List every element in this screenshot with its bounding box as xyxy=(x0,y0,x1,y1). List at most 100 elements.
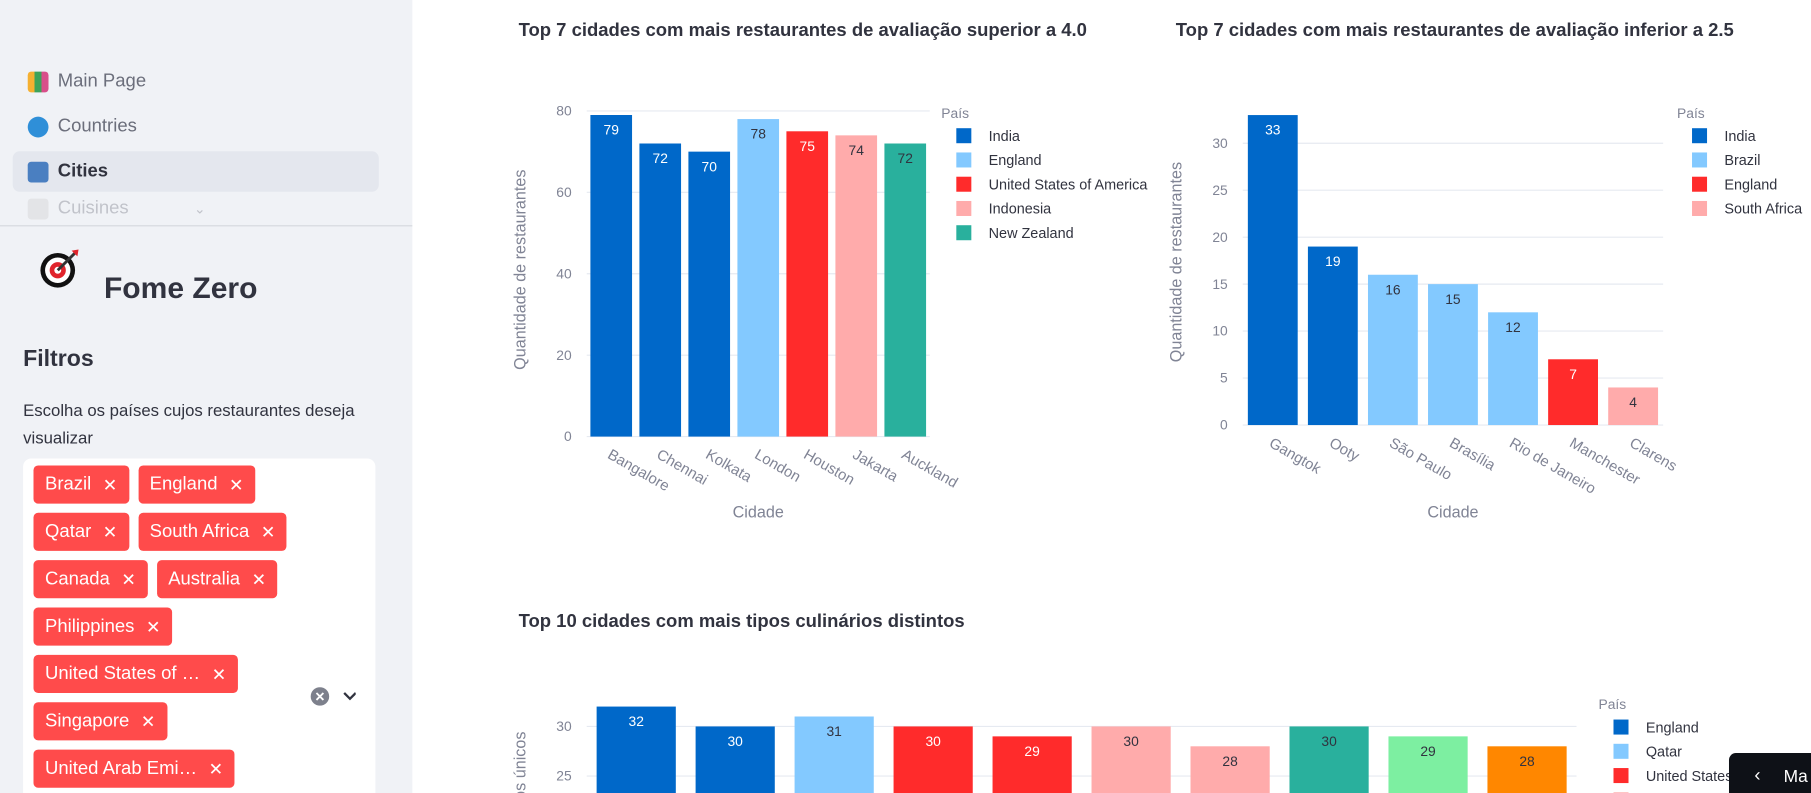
y-tick-label: 25 xyxy=(1212,182,1228,198)
bar xyxy=(1428,284,1478,426)
bar xyxy=(695,726,775,793)
tag-list: Brazil ✕ England ✕ Qatar ✕ South Africa ✕ Canada… xyxy=(33,465,287,793)
nav-item[interactable]: Countries xyxy=(13,106,379,146)
bar xyxy=(1307,246,1358,426)
nav-label: Main Page xyxy=(57,71,147,91)
legend-title: País xyxy=(1677,105,1705,121)
tag-label: Australia xyxy=(168,568,241,589)
bar xyxy=(1091,726,1171,793)
legend-swatch xyxy=(956,225,972,241)
nav-item[interactable]: Cities xyxy=(12,151,379,192)
tag-remove[interactable]: ✕ xyxy=(260,522,276,543)
tag-remove[interactable]: ✕ xyxy=(145,617,161,637)
country-tag[interactable]: Singapore ✕ xyxy=(33,702,167,741)
x-tick-label: Houston xyxy=(801,446,858,489)
y-tick-label: 15 xyxy=(1212,276,1228,292)
tag-remove[interactable]: ✕ xyxy=(102,475,118,495)
value-label: 12 xyxy=(1505,319,1520,335)
country-tag[interactable]: Philippines ✕ xyxy=(33,607,173,646)
tag-remove[interactable]: ✕ xyxy=(121,569,136,590)
y-tick-label: 0 xyxy=(1220,417,1228,433)
country-tag[interactable]: Brazil ✕ xyxy=(33,465,129,504)
nav-item[interactable]: Cuisines ⌄ xyxy=(13,196,379,221)
tag-label: Philippines xyxy=(45,616,135,636)
tag-label: Brazil xyxy=(45,474,92,494)
legend-swatch xyxy=(1613,768,1629,784)
bar xyxy=(794,716,874,793)
x-tick-label: Auckland xyxy=(899,446,961,492)
country-tag[interactable]: United Arab Emi… ✕ xyxy=(33,749,235,788)
tag-remove[interactable]: ✕ xyxy=(140,712,156,732)
legend-title: País xyxy=(1598,696,1626,712)
y-tick-label: 5 xyxy=(1220,370,1228,386)
filters-title: Filtros xyxy=(23,346,94,372)
value-label: 7 xyxy=(1569,366,1577,382)
x-tick-label: São Paulo xyxy=(1386,435,1454,484)
chart-title: Top 10 cidades com mais tipos culinários… xyxy=(519,610,965,631)
tag-label: Singapore xyxy=(45,710,130,731)
legend-label: Brazil xyxy=(1724,153,1760,169)
value-label: 29 xyxy=(1024,743,1040,759)
country-tag[interactable]: Australia ✕ xyxy=(156,560,278,599)
y-tick-label: 20 xyxy=(1212,229,1228,245)
country-tag[interactable]: South Africa ✕ xyxy=(138,512,287,551)
bar xyxy=(1548,359,1598,426)
legend-label: India xyxy=(1724,129,1756,145)
tag-row: Philippines ✕ xyxy=(33,607,286,646)
bar xyxy=(1488,312,1538,426)
nav-label: Cities xyxy=(57,161,109,181)
multiselect[interactable]: Brazil ✕ England ✕ Qatar ✕ South Africa ✕ Canada… xyxy=(23,458,376,793)
chart-title: Top 7 cidades com mais restaurantes de a… xyxy=(519,19,1087,40)
legend-label: England xyxy=(1724,177,1777,193)
filter-label: Escolha os países cujos restaurantes des… xyxy=(23,401,355,449)
value-label: 29 xyxy=(1420,743,1436,759)
tag-row: Qatar ✕ South Africa ✕ xyxy=(33,512,287,551)
bar xyxy=(590,115,633,437)
overlay-button[interactable]: ‹ Ma xyxy=(1728,753,1811,793)
bar xyxy=(1247,115,1298,426)
y-tick-label: 20 xyxy=(556,347,572,363)
country-tag[interactable]: Canada ✕ xyxy=(33,560,148,599)
country-tag[interactable]: Qatar ✕ xyxy=(33,512,129,551)
bar xyxy=(786,131,829,437)
legend-swatch xyxy=(956,128,972,144)
legend-label: England xyxy=(989,153,1042,169)
tag-remove[interactable]: ✕ xyxy=(251,569,267,590)
bar xyxy=(1190,746,1270,793)
y-axis-title: Quantidade de restaurantes xyxy=(1168,162,1186,362)
x-tick-label: Gangtok xyxy=(1266,435,1324,478)
tag-remove[interactable]: ✕ xyxy=(229,475,244,495)
value-label: 30 xyxy=(727,733,743,749)
legend-label: United States of America xyxy=(989,177,1149,193)
country-tag[interactable]: United States of … ✕ xyxy=(33,654,238,693)
legend-swatch xyxy=(1692,128,1708,144)
legend-swatch xyxy=(956,152,972,168)
y-tick-label: 40 xyxy=(556,265,572,281)
value-label: 30 xyxy=(1321,733,1337,749)
tag-remove[interactable]: ✕ xyxy=(211,664,227,685)
tag-remove[interactable]: ✕ xyxy=(208,759,224,780)
y-tick-label: 60 xyxy=(556,184,572,200)
legend-swatch xyxy=(956,200,972,216)
bar xyxy=(737,119,780,437)
y-tick-label: 30 xyxy=(556,718,572,734)
value-label: 72 xyxy=(653,150,668,166)
nav-item[interactable]: Main Page xyxy=(13,61,379,101)
legend-swatch xyxy=(1613,719,1629,735)
value-label: 70 xyxy=(702,158,718,174)
nav-label: Countries xyxy=(57,116,137,136)
value-label: 28 xyxy=(1519,753,1535,769)
country-tag[interactable]: England ✕ xyxy=(138,465,256,504)
y-tick-label: 0 xyxy=(564,428,572,444)
value-label: 33 xyxy=(1265,122,1281,138)
value-label: 16 xyxy=(1385,281,1401,297)
value-label: 32 xyxy=(629,713,644,729)
x-tick-label: Jakarta xyxy=(850,446,902,486)
bar xyxy=(1289,726,1369,793)
bar xyxy=(884,143,927,437)
sidebar: Main Page Countries Cities Cuisines ⌄ Fom… xyxy=(0,0,413,793)
bar xyxy=(688,151,731,437)
tag-row: Singapore ✕ xyxy=(33,702,286,741)
tag-remove[interactable]: ✕ xyxy=(102,522,118,543)
